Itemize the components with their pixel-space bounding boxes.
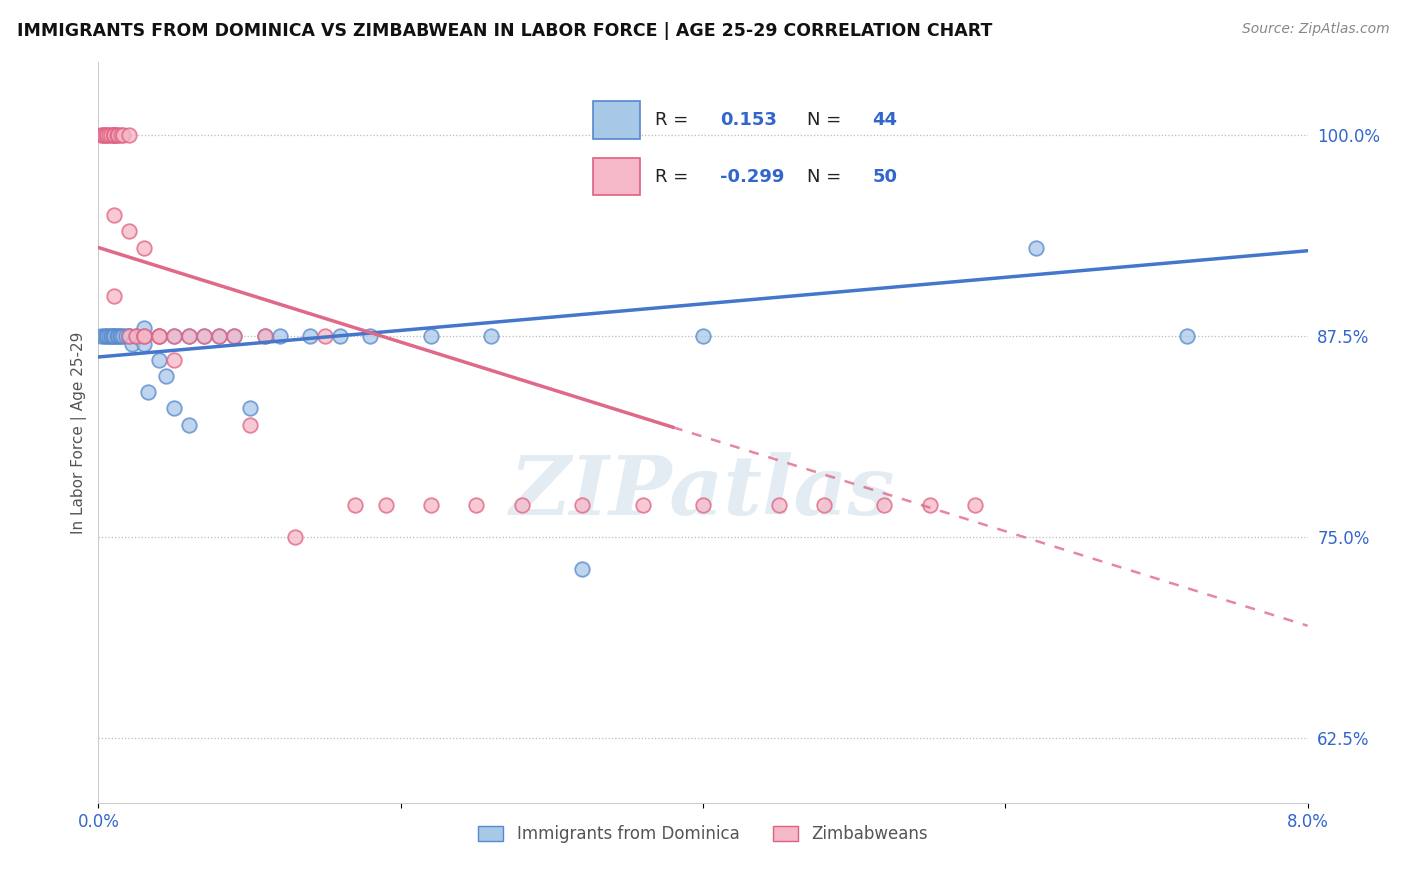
- Point: [96, 128, 118, 142]
- Point: [108, 329, 131, 343]
- Point: [121, 337, 143, 351]
- Point: [125, 329, 148, 343]
- Point: [239, 417, 262, 432]
- Point: [208, 329, 231, 343]
- Point: [94, 329, 117, 343]
- Point: [344, 498, 367, 512]
- Point: [510, 498, 533, 512]
- Point: [329, 329, 352, 343]
- Point: [125, 329, 148, 343]
- Point: [420, 498, 443, 512]
- Point: [253, 329, 276, 343]
- Point: [90, 128, 112, 142]
- Point: [103, 128, 125, 142]
- Point: [118, 329, 141, 343]
- Point: [91, 128, 114, 142]
- Point: [132, 329, 155, 343]
- Point: [465, 498, 488, 512]
- Point: [103, 289, 125, 303]
- Point: [98, 128, 121, 142]
- Point: [94, 128, 117, 142]
- Point: [179, 417, 201, 432]
- Point: [111, 329, 134, 343]
- Point: [1025, 240, 1047, 254]
- Point: [873, 498, 896, 512]
- Point: [118, 224, 141, 238]
- Point: [132, 337, 155, 351]
- Point: [105, 128, 128, 142]
- Point: [253, 329, 276, 343]
- Point: [100, 329, 122, 343]
- Point: [314, 329, 336, 343]
- Point: [374, 498, 396, 512]
- Point: [103, 329, 125, 343]
- Point: [110, 329, 132, 343]
- Point: [163, 401, 186, 416]
- Point: [132, 321, 155, 335]
- Point: [360, 329, 382, 343]
- Point: [111, 128, 134, 142]
- Point: [918, 498, 941, 512]
- Point: [132, 329, 155, 343]
- Point: [103, 128, 125, 142]
- Point: [163, 329, 186, 343]
- Point: [299, 329, 322, 343]
- Point: [965, 498, 987, 512]
- Point: [768, 498, 790, 512]
- Point: [93, 329, 115, 343]
- Point: [107, 329, 129, 343]
- Point: [193, 329, 215, 343]
- Point: [269, 329, 291, 343]
- Text: Source: ZipAtlas.com: Source: ZipAtlas.com: [1241, 22, 1389, 37]
- Point: [90, 329, 112, 343]
- Point: [224, 329, 246, 343]
- Point: [193, 329, 215, 343]
- Point: [100, 128, 122, 142]
- Point: [1175, 329, 1198, 343]
- Point: [114, 329, 136, 343]
- Point: [420, 329, 443, 343]
- Point: [481, 329, 503, 343]
- Point: [103, 128, 125, 142]
- Point: [96, 329, 118, 343]
- Point: [571, 498, 593, 512]
- Text: IMMIGRANTS FROM DOMINICA VS ZIMBABWEAN IN LABOR FORCE | AGE 25-29 CORRELATION CH: IMMIGRANTS FROM DOMINICA VS ZIMBABWEAN I…: [17, 22, 993, 40]
- Point: [163, 329, 186, 343]
- Point: [103, 208, 125, 222]
- Text: ZIPatlas: ZIPatlas: [510, 452, 896, 532]
- Point: [118, 329, 141, 343]
- Point: [179, 329, 201, 343]
- Legend: Immigrants from Dominica, Zimbabweans: Immigrants from Dominica, Zimbabweans: [471, 819, 935, 850]
- Point: [692, 329, 714, 343]
- Point: [148, 353, 170, 368]
- Point: [148, 329, 170, 343]
- Y-axis label: In Labor Force | Age 25-29: In Labor Force | Age 25-29: [72, 332, 87, 533]
- Point: [571, 562, 593, 576]
- Point: [813, 498, 835, 512]
- Point: [103, 128, 125, 142]
- Point: [148, 329, 170, 343]
- Point: [179, 329, 201, 343]
- Point: [692, 498, 714, 512]
- Point: [239, 401, 262, 416]
- Point: [98, 329, 121, 343]
- Point: [208, 329, 231, 343]
- Point: [118, 128, 141, 142]
- Point: [132, 240, 155, 254]
- Point: [101, 329, 124, 343]
- Point: [136, 385, 159, 400]
- Point: [93, 128, 115, 142]
- Point: [224, 329, 246, 343]
- Point: [110, 128, 132, 142]
- Point: [631, 498, 654, 512]
- Point: [105, 329, 128, 343]
- Point: [155, 369, 177, 384]
- Point: [118, 329, 141, 343]
- Point: [284, 530, 307, 544]
- Point: [163, 353, 186, 368]
- Point: [103, 329, 125, 343]
- Point: [107, 128, 129, 142]
- Point: [148, 329, 170, 343]
- Point: [994, 852, 1017, 866]
